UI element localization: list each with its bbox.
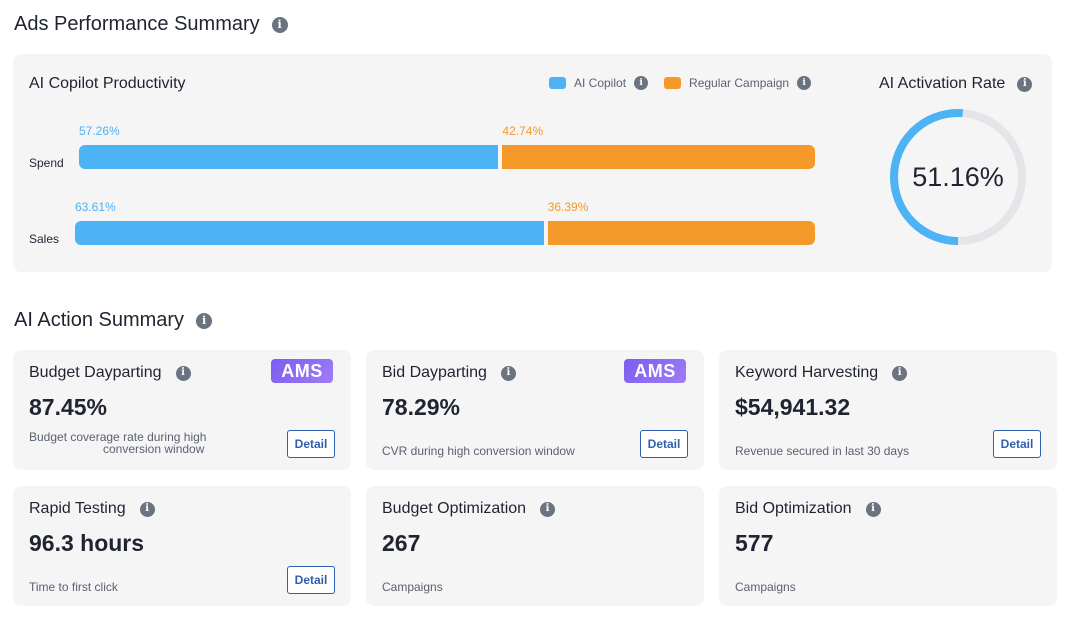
- activation-rate-header: AI Activation Rate i: [879, 75, 1033, 93]
- productivity-legend: AI Copilot i Regular Campaign i: [549, 76, 812, 90]
- sales-ai-percent: 63.61%: [75, 200, 116, 214]
- sales-regular-bar[interactable]: [547, 221, 815, 245]
- sales-regular-percent: 36.39%: [547, 200, 589, 214]
- info-icon[interactable]: i: [540, 501, 556, 517]
- detail-button[interactable]: Detail: [287, 566, 335, 594]
- card-keyword-harvesting: Keyword Harvesting i $54,941.32 Revenue …: [719, 350, 1057, 470]
- spend-regular-percent: 42.74%: [502, 124, 544, 138]
- copilot-productivity-card: AI Copilot Productivity AI Copilot i Reg…: [13, 54, 1052, 272]
- spend-ai-bar[interactable]: [79, 145, 499, 169]
- card-bid-dayparting: Bid Dayparting i AMS 78.29% CVR during h…: [366, 350, 704, 470]
- card-title-row: Bid Dayparting i: [382, 364, 516, 382]
- card-title: Budget Dayparting: [29, 364, 162, 381]
- row-label-sales: Sales: [29, 232, 60, 246]
- info-icon[interactable]: i: [271, 16, 288, 33]
- card-title: Budget Optimization: [382, 500, 527, 517]
- ams-badge: AMS: [271, 359, 333, 383]
- card-title-row: Rapid Testing i: [29, 500, 155, 518]
- info-icon[interactable]: i: [797, 76, 812, 90]
- card-title: Bid Dayparting: [382, 364, 487, 381]
- card-value: 577: [735, 530, 774, 556]
- detail-button[interactable]: Detail: [993, 430, 1041, 458]
- card-description: CVR during high conversion window: [382, 444, 575, 458]
- activation-rate-title: AI Activation Rate: [879, 75, 1006, 92]
- card-description: Time to first click: [29, 580, 118, 594]
- page-title: Ads Performance Summary: [14, 13, 260, 35]
- card-title: Bid Optimization: [735, 500, 852, 517]
- info-icon[interactable]: i: [196, 312, 213, 329]
- info-icon[interactable]: i: [500, 365, 516, 381]
- legend-swatch-ai-copilot: [549, 77, 566, 89]
- spend-regular-bar[interactable]: [502, 145, 815, 169]
- legend-label-regular-campaign: Regular Campaign: [689, 76, 790, 90]
- card-value: 87.45%: [29, 394, 108, 420]
- legend-label-ai-copilot: AI Copilot: [574, 76, 627, 90]
- card-bid-optimization: Bid Optimization i 577 Campaigns: [719, 486, 1057, 606]
- card-value: 96.3 hours: [29, 530, 145, 556]
- card-title: Rapid Testing: [29, 500, 126, 517]
- row-label-spend: Spend: [29, 156, 64, 170]
- card-value: 78.29%: [382, 394, 461, 420]
- card-value: 267: [382, 530, 421, 556]
- card-budget-optimization: Budget Optimization i 267 Campaigns: [366, 486, 704, 606]
- page-header: Ads Performance Summary i: [14, 13, 288, 36]
- card-title-row: Budget Optimization i: [382, 500, 556, 518]
- info-icon[interactable]: i: [1017, 76, 1033, 92]
- card-budget-dayparting: Budget Dayparting i AMS 87.45% Budget co…: [13, 350, 351, 470]
- productivity-title: AI Copilot Productivity: [29, 75, 186, 92]
- activation-rate-donut: [890, 109, 1026, 245]
- detail-button[interactable]: Detail: [287, 430, 335, 458]
- card-description: Budget coverage rate during high convers…: [29, 431, 206, 455]
- activation-rate-arc: [890, 109, 1026, 245]
- card-description: Campaigns: [382, 580, 443, 594]
- card-description-line: conversion window: [103, 442, 205, 456]
- info-icon[interactable]: i: [892, 365, 908, 381]
- spend-ai-percent: 57.26%: [79, 124, 120, 138]
- info-icon[interactable]: i: [865, 501, 881, 517]
- card-title: Keyword Harvesting: [735, 364, 879, 381]
- info-icon[interactable]: i: [634, 76, 649, 90]
- info-icon[interactable]: i: [139, 501, 155, 517]
- card-description-line: Budget coverage rate during high: [29, 430, 207, 444]
- ams-badge: AMS: [624, 359, 686, 383]
- sales-ai-bar[interactable]: [75, 221, 544, 245]
- card-description: Revenue secured in last 30 days: [735, 444, 910, 458]
- action-summary-header: AI Action Summary i: [14, 309, 213, 332]
- legend-swatch-regular-campaign: [664, 77, 682, 89]
- card-value: $54,941.32: [735, 394, 851, 420]
- card-rapid-testing: Rapid Testing i 96.3 hours Time to first…: [13, 486, 351, 606]
- activation-rate-value: 51.16%: [912, 161, 1004, 192]
- card-title-row: Bid Optimization i: [735, 500, 881, 518]
- card-description: Campaigns: [735, 580, 796, 594]
- card-title-row: Keyword Harvesting i: [735, 364, 908, 382]
- detail-button[interactable]: Detail: [640, 430, 688, 458]
- card-title-row: Budget Dayparting i: [29, 364, 191, 382]
- info-icon[interactable]: i: [175, 365, 191, 381]
- action-summary-title: AI Action Summary: [14, 309, 185, 331]
